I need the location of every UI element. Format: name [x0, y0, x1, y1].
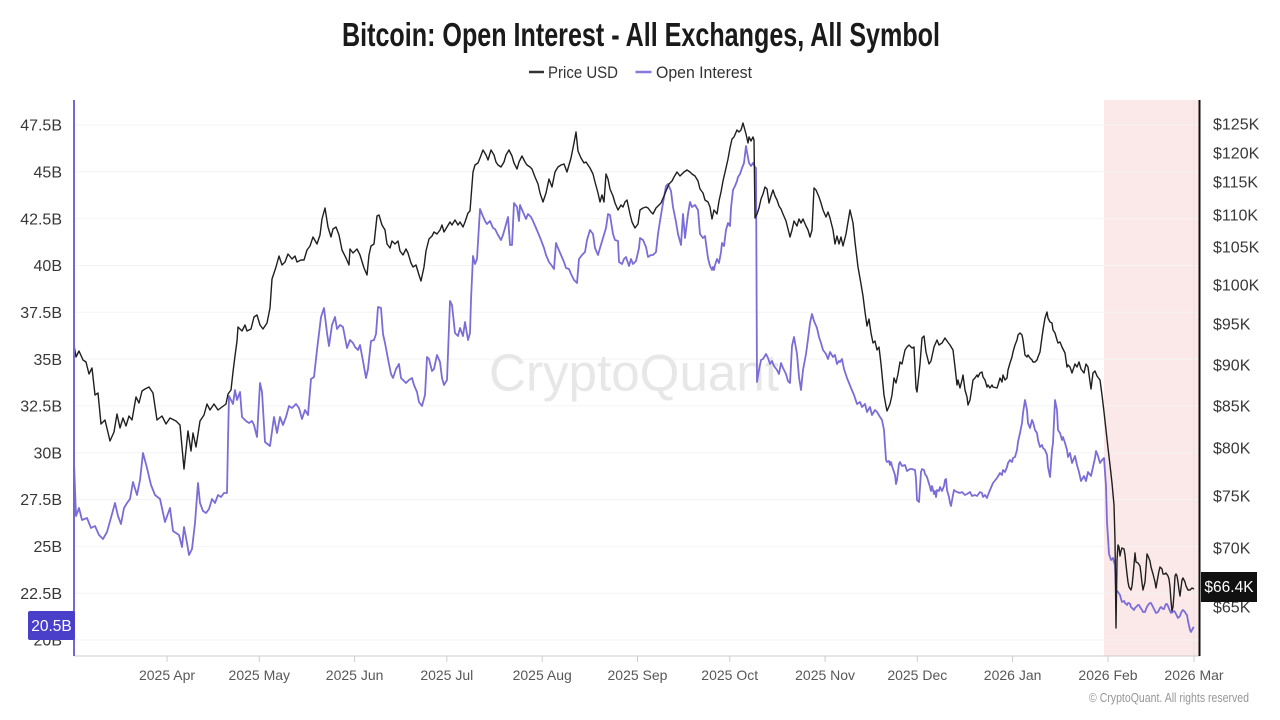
- svg-text:25B: 25B: [34, 539, 62, 556]
- svg-text:Open Interest: Open Interest: [656, 64, 752, 82]
- svg-text:© CryptoQuant. All rights rese: © CryptoQuant. All rights reserved: [1089, 691, 1249, 705]
- svg-text:2025 Oct: 2025 Oct: [701, 667, 758, 683]
- svg-text:$120K: $120K: [1213, 146, 1260, 163]
- svg-text:Bitcoin: Open Interest - All E: Bitcoin: Open Interest - All Exchanges, …: [342, 16, 940, 53]
- svg-text:2025 Nov: 2025 Nov: [795, 667, 855, 683]
- svg-text:42.5B: 42.5B: [20, 211, 62, 228]
- svg-text:$75K: $75K: [1213, 489, 1251, 506]
- svg-text:$65K: $65K: [1213, 600, 1251, 617]
- svg-text:2025 Aug: 2025 Aug: [513, 667, 572, 683]
- svg-text:Price USD: Price USD: [548, 64, 618, 82]
- svg-text:2025 Jun: 2025 Jun: [326, 667, 384, 683]
- svg-text:2025 Jul: 2025 Jul: [420, 667, 473, 683]
- svg-text:2026 Feb: 2026 Feb: [1078, 667, 1137, 683]
- svg-text:$110K: $110K: [1213, 208, 1258, 225]
- svg-text:CryptoQuant: CryptoQuant: [489, 344, 779, 402]
- svg-text:2025 Apr: 2025 Apr: [139, 667, 195, 683]
- svg-text:$95K: $95K: [1213, 317, 1251, 334]
- svg-text:30B: 30B: [34, 445, 62, 462]
- svg-text:37.5B: 37.5B: [20, 305, 62, 322]
- svg-text:2026 Jan: 2026 Jan: [984, 667, 1042, 683]
- svg-text:$90K: $90K: [1213, 358, 1251, 375]
- svg-text:$80K: $80K: [1213, 441, 1251, 458]
- svg-text:32.5B: 32.5B: [20, 399, 62, 416]
- svg-text:$70K: $70K: [1213, 541, 1251, 558]
- svg-text:2025 Dec: 2025 Dec: [887, 667, 947, 683]
- svg-text:$125K: $125K: [1213, 117, 1260, 134]
- svg-text:$115K: $115K: [1213, 175, 1258, 192]
- svg-text:$85K: $85K: [1213, 399, 1251, 416]
- svg-text:2026 Mar: 2026 Mar: [1164, 667, 1223, 683]
- svg-text:35B: 35B: [34, 352, 62, 369]
- svg-text:2025 May: 2025 May: [229, 667, 290, 683]
- svg-text:45B: 45B: [34, 165, 62, 182]
- svg-text:27.5B: 27.5B: [20, 492, 62, 509]
- svg-text:$100K: $100K: [1213, 278, 1260, 295]
- svg-text:20.5B: 20.5B: [31, 618, 72, 635]
- svg-text:2025 Sep: 2025 Sep: [608, 667, 668, 683]
- svg-text:22.5B: 22.5B: [20, 586, 62, 603]
- svg-text:$66.4K: $66.4K: [1204, 579, 1254, 596]
- svg-text:47.5B: 47.5B: [20, 118, 62, 135]
- svg-text:40B: 40B: [34, 258, 62, 275]
- svg-text:$105K: $105K: [1213, 240, 1260, 257]
